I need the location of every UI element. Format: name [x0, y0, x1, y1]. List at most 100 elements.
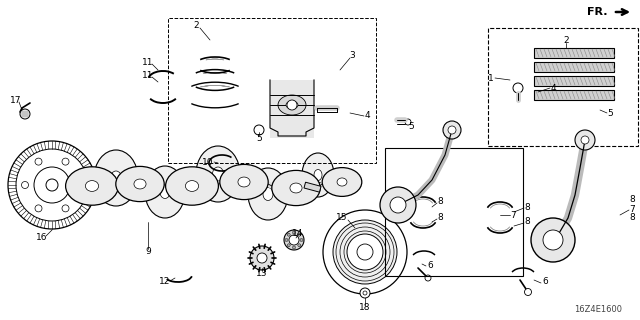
Bar — [534, 76, 614, 86]
Circle shape — [254, 125, 264, 135]
Circle shape — [575, 130, 595, 150]
Circle shape — [298, 233, 301, 236]
Bar — [534, 48, 614, 58]
Circle shape — [363, 291, 367, 295]
Text: 5: 5 — [256, 133, 262, 142]
Circle shape — [525, 289, 531, 295]
Circle shape — [285, 238, 288, 242]
Ellipse shape — [160, 186, 170, 198]
Text: 12: 12 — [159, 277, 171, 286]
Text: FR.: FR. — [586, 7, 607, 17]
Circle shape — [292, 246, 296, 249]
Circle shape — [46, 179, 58, 191]
Circle shape — [323, 210, 407, 294]
Text: 8: 8 — [437, 213, 443, 222]
Circle shape — [390, 197, 406, 213]
Ellipse shape — [134, 179, 146, 189]
Circle shape — [298, 244, 301, 247]
Text: 2: 2 — [193, 20, 199, 29]
Polygon shape — [270, 80, 314, 138]
Text: 5: 5 — [408, 122, 414, 131]
Circle shape — [448, 126, 456, 134]
Ellipse shape — [212, 167, 223, 181]
Bar — [534, 90, 614, 100]
Text: 15: 15 — [336, 213, 348, 222]
Text: 14: 14 — [292, 228, 304, 237]
Ellipse shape — [94, 150, 138, 206]
Circle shape — [543, 230, 563, 250]
Circle shape — [443, 121, 461, 139]
Ellipse shape — [166, 167, 218, 205]
Circle shape — [357, 244, 373, 260]
Bar — [488, 28, 638, 146]
Text: 2: 2 — [563, 36, 569, 44]
Text: 3: 3 — [349, 51, 355, 60]
Circle shape — [22, 181, 29, 188]
Circle shape — [287, 100, 297, 110]
Ellipse shape — [278, 95, 306, 115]
Text: 4: 4 — [550, 84, 556, 92]
Circle shape — [287, 244, 290, 247]
Ellipse shape — [286, 101, 298, 109]
Text: 8: 8 — [437, 197, 443, 206]
Circle shape — [380, 187, 416, 223]
Ellipse shape — [186, 180, 198, 191]
Circle shape — [76, 181, 83, 188]
Text: 16: 16 — [36, 234, 48, 243]
Text: 17: 17 — [10, 95, 22, 105]
Circle shape — [581, 136, 589, 144]
Ellipse shape — [263, 188, 273, 201]
Text: 13: 13 — [256, 269, 268, 278]
Ellipse shape — [66, 167, 118, 205]
Circle shape — [405, 119, 411, 125]
Circle shape — [16, 149, 88, 221]
Circle shape — [35, 205, 42, 212]
Circle shape — [62, 158, 69, 165]
Circle shape — [300, 238, 303, 242]
Bar — [534, 62, 614, 72]
Circle shape — [292, 231, 296, 234]
Circle shape — [284, 230, 304, 250]
Text: 8: 8 — [629, 213, 635, 222]
Circle shape — [257, 253, 267, 263]
Circle shape — [531, 218, 575, 262]
Circle shape — [360, 288, 370, 298]
Ellipse shape — [314, 170, 322, 180]
Circle shape — [347, 234, 383, 270]
Text: 11: 11 — [142, 70, 154, 79]
Circle shape — [34, 167, 70, 203]
Ellipse shape — [116, 166, 164, 202]
Ellipse shape — [145, 166, 185, 218]
Text: 8: 8 — [629, 196, 635, 204]
Circle shape — [333, 220, 397, 284]
Circle shape — [35, 158, 42, 165]
Text: 19: 19 — [302, 178, 314, 187]
Text: 4: 4 — [364, 110, 370, 119]
Text: 1: 1 — [488, 74, 494, 83]
Text: 5: 5 — [607, 108, 613, 117]
Text: 7: 7 — [510, 211, 516, 220]
Ellipse shape — [248, 168, 288, 220]
Text: 6: 6 — [427, 260, 433, 269]
Text: 16Z4E1600: 16Z4E1600 — [574, 306, 622, 315]
Text: 10: 10 — [202, 157, 214, 166]
Text: 8: 8 — [524, 203, 530, 212]
Circle shape — [287, 233, 290, 236]
Circle shape — [250, 246, 274, 270]
Ellipse shape — [111, 171, 122, 185]
Text: 18: 18 — [359, 303, 371, 313]
Ellipse shape — [290, 183, 302, 193]
Ellipse shape — [322, 168, 362, 196]
Bar — [385, 148, 523, 276]
Ellipse shape — [302, 153, 334, 197]
Text: 9: 9 — [145, 247, 151, 257]
Text: 11: 11 — [142, 58, 154, 67]
Bar — [168, 18, 376, 163]
Ellipse shape — [272, 171, 320, 206]
Ellipse shape — [85, 180, 99, 191]
Ellipse shape — [220, 164, 268, 200]
Circle shape — [62, 205, 69, 212]
Bar — [304, 182, 321, 192]
Ellipse shape — [238, 177, 250, 187]
Circle shape — [425, 275, 431, 281]
